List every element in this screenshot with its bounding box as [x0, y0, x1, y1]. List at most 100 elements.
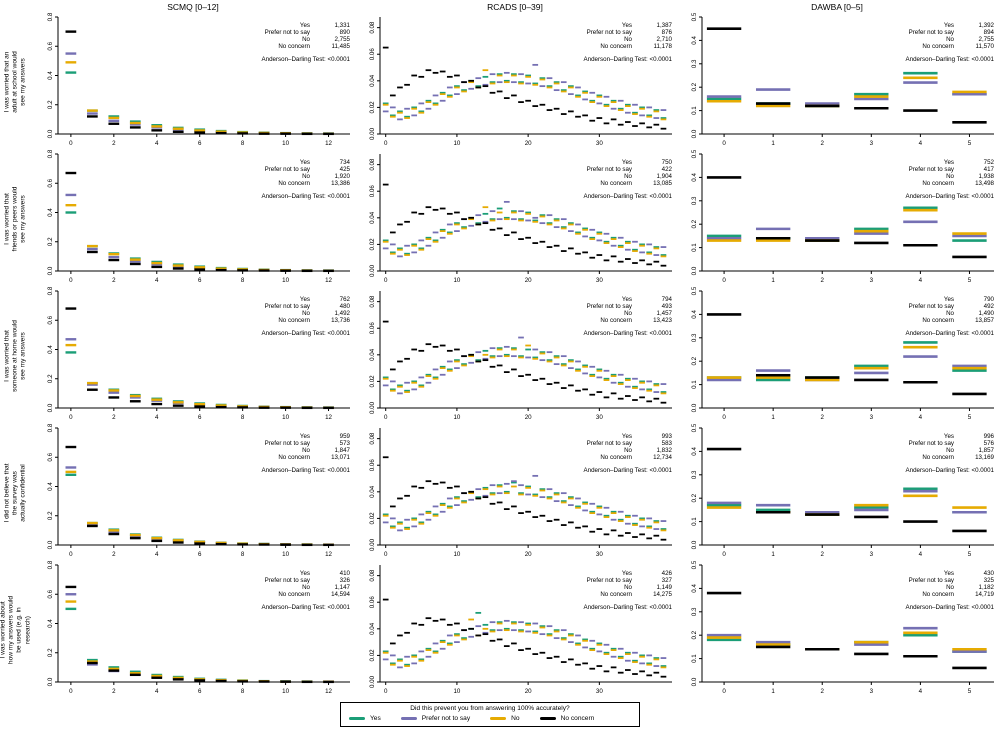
column-title-dawba: DAWBA [0–5]	[811, 2, 863, 12]
svg-text:0.0: 0.0	[47, 677, 54, 686]
svg-text:Anderson–Darling Test: <0.0001: Anderson–Darling Test: <0.0001	[584, 467, 673, 474]
svg-text:430: 430	[984, 570, 995, 577]
svg-text:Anderson–Darling Test: <0.0001: Anderson–Darling Test: <0.0001	[262, 193, 351, 200]
row-label-cell-5: I was worried about how my answers would…	[0, 561, 32, 698]
svg-text:1,331: 1,331	[335, 22, 351, 29]
svg-text:0.0: 0.0	[47, 266, 54, 275]
svg-text:2: 2	[821, 551, 825, 558]
svg-text:996: 996	[984, 433, 995, 440]
panel-row1-dawba: 0 1 2 3 4 5 0.0 0.1 0.2 0.3 0.4 0.5 Yes 1,392 Prefer n…	[691, 13, 995, 147]
svg-text:0: 0	[69, 551, 73, 558]
panel-row3-scmq: 0 2 4 6 8 10 12 0.0 0.2 0.4 0.6 0.8 Yes 762 Prefer not…	[47, 287, 351, 421]
svg-text:573: 573	[340, 440, 351, 447]
svg-text:3: 3	[870, 140, 874, 147]
svg-text:0.2: 0.2	[691, 630, 698, 639]
row-label-cell-2: I was worried that friends or peers woul…	[0, 150, 32, 287]
svg-text:1,857: 1,857	[979, 447, 995, 454]
svg-text:0: 0	[69, 688, 73, 695]
svg-text:10: 10	[282, 688, 289, 695]
svg-text:794: 794	[662, 296, 673, 303]
panel-row3-dawba: 0 1 2 3 4 5 0.0 0.1 0.2 0.3 0.4 0.5 Yes 790 Prefer not…	[691, 287, 995, 421]
svg-text:0.1: 0.1	[691, 106, 698, 115]
svg-text:13,386: 13,386	[331, 180, 350, 187]
svg-text:No: No	[302, 447, 310, 454]
svg-text:6: 6	[198, 140, 202, 147]
svg-text:13,423: 13,423	[653, 317, 672, 324]
svg-text:Anderson–Darling Test: <0.0001: Anderson–Darling Test: <0.0001	[262, 330, 351, 337]
svg-text:0.8: 0.8	[47, 424, 54, 432]
svg-text:426: 426	[662, 570, 673, 577]
svg-text:6: 6	[198, 551, 202, 558]
svg-text:No: No	[946, 36, 954, 43]
svg-text:1: 1	[771, 140, 775, 147]
svg-text:0.4: 0.4	[691, 36, 698, 45]
svg-text:2: 2	[112, 140, 116, 147]
svg-text:0: 0	[722, 551, 726, 558]
svg-text:6: 6	[198, 414, 202, 421]
svg-text:0.00: 0.00	[369, 538, 376, 551]
svg-text:0.06: 0.06	[369, 322, 376, 335]
svg-text:0.2: 0.2	[47, 648, 54, 657]
svg-text:Anderson–Darling Test: <0.0001: Anderson–Darling Test: <0.0001	[584, 193, 673, 200]
svg-text:0.2: 0.2	[47, 511, 54, 520]
svg-text:0.2: 0.2	[47, 237, 54, 246]
svg-text:No concern: No concern	[922, 591, 954, 598]
svg-text:0: 0	[384, 140, 388, 147]
svg-text:No concern: No concern	[600, 43, 632, 50]
svg-text:1,149: 1,149	[657, 584, 673, 591]
svg-text:0.3: 0.3	[691, 607, 698, 616]
svg-text:0: 0	[69, 277, 73, 284]
svg-text:0.2: 0.2	[691, 219, 698, 228]
svg-text:10: 10	[282, 140, 289, 147]
svg-text:762: 762	[340, 296, 351, 303]
svg-text:0.1: 0.1	[691, 380, 698, 389]
svg-text:No concern: No concern	[922, 180, 954, 187]
svg-text:10: 10	[282, 551, 289, 558]
svg-text:6: 6	[198, 277, 202, 284]
svg-text:0: 0	[69, 140, 73, 147]
svg-text:No: No	[946, 447, 954, 454]
svg-text:752: 752	[984, 159, 995, 166]
svg-text:0.6: 0.6	[47, 315, 54, 324]
svg-text:0.00: 0.00	[369, 401, 376, 414]
svg-text:Prefer not to say: Prefer not to say	[909, 440, 955, 447]
svg-text:0.0: 0.0	[691, 677, 698, 686]
svg-text:Yes: Yes	[944, 296, 954, 303]
svg-text:0: 0	[722, 414, 726, 421]
svg-text:2: 2	[112, 277, 116, 284]
svg-text:20: 20	[525, 277, 532, 284]
svg-text:30: 30	[596, 414, 603, 421]
svg-text:12: 12	[325, 414, 332, 421]
legend-item-yes: Yes	[349, 715, 381, 722]
svg-text:No: No	[624, 173, 632, 180]
svg-text:325: 325	[984, 577, 995, 584]
svg-text:No: No	[302, 584, 310, 591]
svg-text:Yes: Yes	[944, 22, 954, 29]
svg-text:5: 5	[968, 140, 972, 147]
svg-text:20: 20	[525, 688, 532, 695]
svg-text:4: 4	[155, 551, 159, 558]
svg-text:894: 894	[984, 29, 995, 36]
svg-text:No concern: No concern	[600, 180, 632, 187]
legend-item-label: Prefer not to say	[421, 715, 471, 722]
svg-text:3: 3	[870, 551, 874, 558]
legend-swatch-prefer	[400, 717, 417, 720]
svg-text:Yes: Yes	[300, 22, 310, 29]
svg-text:0.2: 0.2	[691, 493, 698, 502]
svg-text:0.00: 0.00	[369, 675, 376, 688]
row-label-4: I did not believe that the survey was ac…	[3, 462, 28, 523]
svg-text:12,734: 12,734	[653, 454, 672, 461]
svg-text:10: 10	[282, 277, 289, 284]
svg-text:1: 1	[771, 277, 775, 284]
svg-text:0.4: 0.4	[47, 345, 54, 354]
svg-text:0.8: 0.8	[47, 13, 54, 21]
panel-row3-rcads: 0 10 20 30 0.00 0.02 0.04 0.06 0.08 Yes 794 Prefer …	[369, 291, 673, 421]
svg-text:13,169: 13,169	[975, 454, 994, 461]
svg-text:4: 4	[919, 551, 923, 558]
legend-swatch-yes	[349, 717, 365, 720]
svg-text:4: 4	[919, 414, 923, 421]
svg-text:0.3: 0.3	[691, 333, 698, 342]
svg-text:10: 10	[453, 140, 460, 147]
svg-text:20: 20	[525, 414, 532, 421]
